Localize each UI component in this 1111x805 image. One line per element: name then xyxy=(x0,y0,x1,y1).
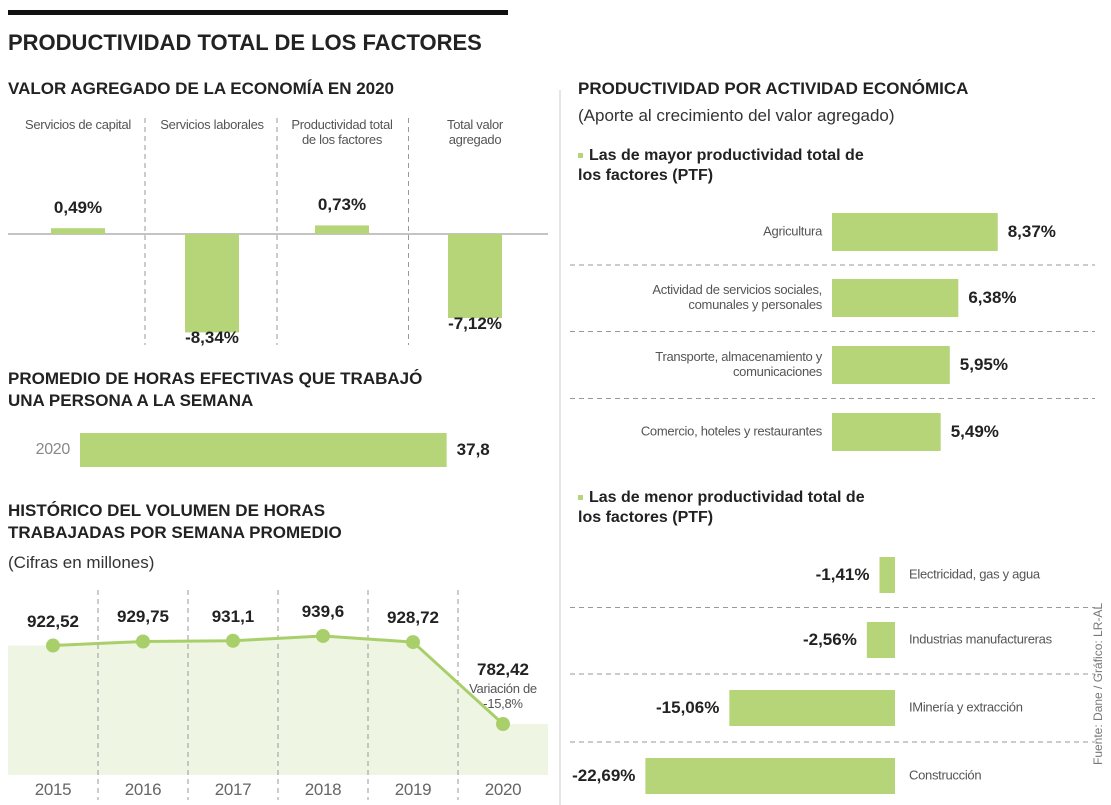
category-label: Servicios de capital xyxy=(25,117,131,132)
category-label: Productividad total de los factores xyxy=(291,117,393,147)
bar xyxy=(448,234,502,319)
category-label: Industrias manufactureras xyxy=(909,631,1052,647)
bar xyxy=(645,758,895,794)
value-label: 0,73% xyxy=(317,195,367,215)
point xyxy=(46,638,60,653)
category-label: Servicios laborales xyxy=(160,117,264,132)
category-label: Comercio, hoteles y restaurantes xyxy=(640,423,822,439)
chart-title: VALOR AGREGADO DE LA ECONOMÍA EN 2020 xyxy=(8,79,395,98)
chart-title: HISTÓRICO DEL VOLUMEN DE HORAS TRABAJADA… xyxy=(8,501,342,543)
chart-subtitle: (Cifras en millones) xyxy=(8,553,155,572)
value-label: 5,49% xyxy=(950,422,999,442)
point xyxy=(496,717,510,731)
bar xyxy=(879,557,895,593)
value-label: 928,72 xyxy=(387,608,439,628)
value-label: -1,41% xyxy=(815,565,870,585)
bar xyxy=(729,690,895,726)
bar xyxy=(832,346,950,384)
value-label: 782,42 xyxy=(477,660,529,679)
category-label: 2020 xyxy=(35,440,71,458)
bar xyxy=(832,413,941,451)
value-label: 922,52 xyxy=(27,611,79,631)
value-label: 5,95% xyxy=(959,355,1008,375)
value-label: 37,8 xyxy=(456,440,490,460)
area xyxy=(8,635,548,775)
bar xyxy=(80,433,447,467)
bar xyxy=(315,225,369,234)
value-label: -7,12% xyxy=(448,314,502,334)
point xyxy=(136,634,150,649)
top-rule xyxy=(8,10,508,15)
value-label: 6,38% xyxy=(968,288,1017,308)
category-label: Actividad de servicios sociales, comunal… xyxy=(652,282,822,312)
category-label: IMinería y extracción xyxy=(909,699,1023,715)
value-label: 8,37% xyxy=(1007,222,1056,242)
bar xyxy=(866,622,895,658)
point xyxy=(316,628,330,643)
chart-subtitle: (Aporte al crecimiento del valor agregad… xyxy=(578,106,895,125)
chart-title: PRODUCTIVIDAD POR ACTIVIDAD ECONÓMICA xyxy=(578,79,969,98)
line xyxy=(52,634,505,726)
x-tick-label: 2018 xyxy=(304,780,342,799)
bar xyxy=(832,213,998,251)
group-title: Las de menor productividad total de los … xyxy=(578,488,878,528)
category-label: Electricidad, gas y agua xyxy=(909,566,1040,582)
x-tick-label: 2020 xyxy=(484,780,522,799)
page-title: PRODUCTIVIDAD TOTAL DE LOS FACTORES xyxy=(8,30,482,55)
group-title: Las de mayor productividad total de los … xyxy=(578,146,878,186)
x-tick-label: 2017 xyxy=(214,780,252,799)
value-label: -15,06% xyxy=(656,698,720,718)
bar xyxy=(51,228,105,234)
bar xyxy=(185,234,239,333)
category-label: Total valor agregado xyxy=(447,117,503,147)
value-label: -22,69% xyxy=(572,766,636,786)
category-label: Agricultura xyxy=(763,223,822,239)
value-label: -8,34% xyxy=(185,328,239,348)
source: Fuente: Dane / Gráfico: LR-AL xyxy=(1091,602,1105,765)
x-tick-label: 2015 xyxy=(34,780,72,799)
value-label: -2,56% xyxy=(802,630,857,650)
bar xyxy=(832,279,959,317)
point xyxy=(406,635,420,650)
x-tick-label: 2019 xyxy=(394,780,432,799)
point xyxy=(226,633,240,648)
value-label: 939,6 xyxy=(301,601,345,621)
category-label: Construcción xyxy=(909,767,982,783)
annotation: Variación de -15,8% xyxy=(469,681,537,711)
value-label: 931,1 xyxy=(211,606,255,626)
x-tick-label: 2016 xyxy=(124,780,162,799)
value-label: 0,49% xyxy=(53,198,103,218)
category-label: Transporte, almacenamiento y comunicacio… xyxy=(655,349,822,379)
chart-title: PROMEDIO DE HORAS EFECTIVAS QUE TRABAJÓ … xyxy=(8,369,423,411)
value-label: 929,75 xyxy=(117,607,169,627)
